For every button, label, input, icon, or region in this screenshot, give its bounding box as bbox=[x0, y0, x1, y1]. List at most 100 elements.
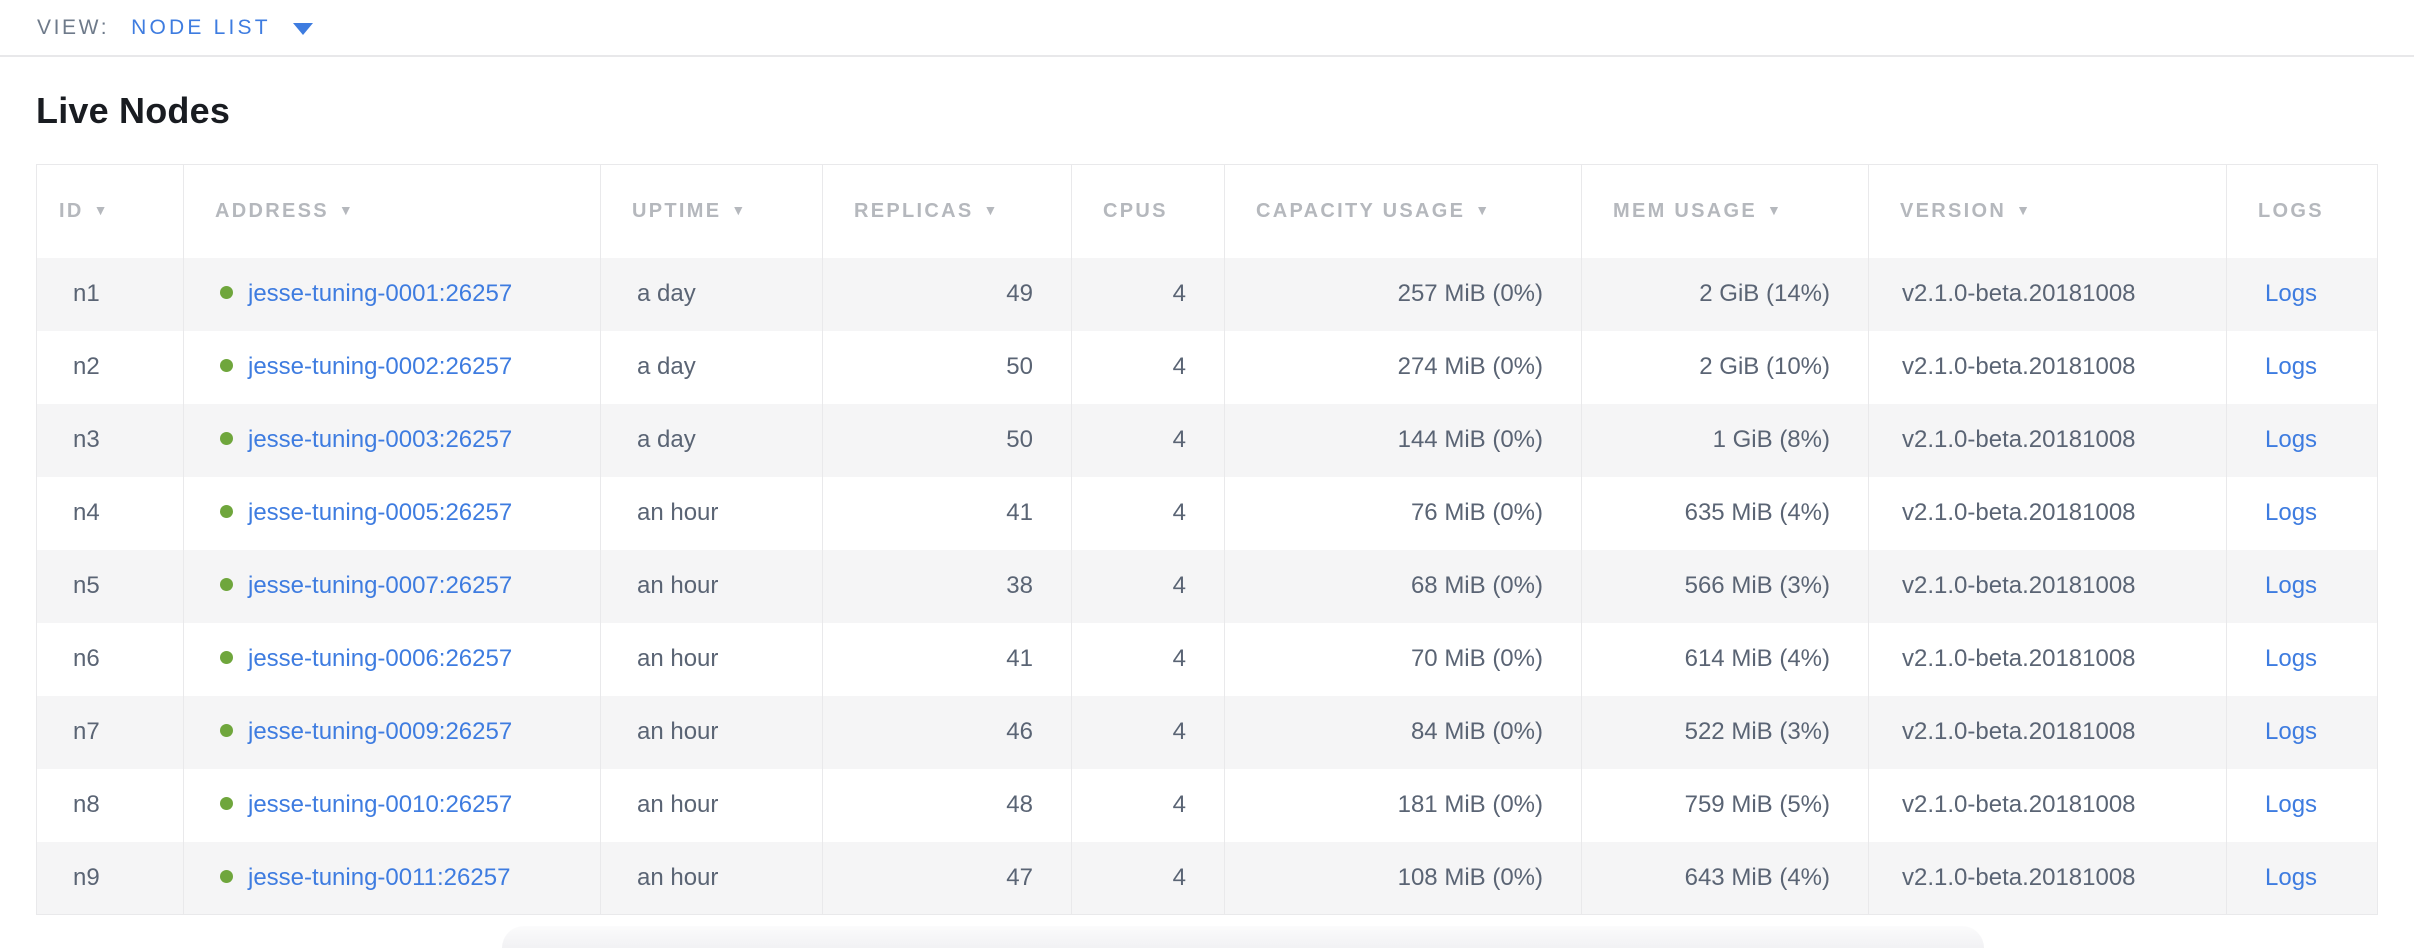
node-address-cell: jesse-tuning-0007:26257 bbox=[183, 549, 601, 623]
id-cell: n2 bbox=[73, 353, 100, 380]
node-live-status-icon bbox=[220, 869, 233, 883]
uptime-cell: a day bbox=[600, 257, 823, 331]
replicas-cell: 38 bbox=[822, 549, 1072, 623]
column-header-version[interactable]: VERSION ▼ bbox=[1868, 164, 2227, 258]
replicas-cell: 41 bbox=[822, 622, 1072, 696]
node-address-link[interactable]: jesse-tuning-0007:26257 bbox=[248, 572, 513, 599]
table-row: n2 jesse-tuning-0002:26257 a day 50 4 274 MiB… bbox=[36, 330, 2378, 404]
replicas-cell: 49 bbox=[822, 257, 1072, 331]
id-cell: n5 bbox=[73, 572, 100, 599]
below-fold-element-shadow bbox=[502, 926, 1984, 948]
table-row: n6 jesse-tuning-0006:26257 an hour 41 4 70 Mi… bbox=[36, 622, 2378, 696]
node-logs-link[interactable]: Logs bbox=[2265, 280, 2318, 307]
node-address-cell: jesse-tuning-0010:26257 bbox=[183, 768, 601, 842]
capacity-cell: 274 MiB (0%) bbox=[1224, 330, 1582, 404]
node-logs-link[interactable]: Logs bbox=[2265, 426, 2318, 453]
mem-cell: 635 MiB (4%) bbox=[1581, 476, 1869, 550]
live-nodes-table: ID ▼ ADDRESS ▼ UPTIME ▼ REPLICAS ▼ CPUS CAPACITY … bbox=[36, 164, 2378, 915]
id-cell: n6 bbox=[73, 645, 100, 672]
logs-cell: Logs bbox=[2226, 768, 2378, 842]
mem-cell: 614 MiB (4%) bbox=[1581, 622, 1869, 696]
column-label: REPLICAS bbox=[854, 199, 974, 222]
column-header-id[interactable]: ID ▼ bbox=[36, 164, 184, 258]
node-address-link[interactable]: jesse-tuning-0002:26257 bbox=[248, 353, 513, 380]
mem-cell: 759 MiB (5%) bbox=[1581, 768, 1869, 842]
mem-cell: 566 MiB (3%) bbox=[1581, 549, 1869, 623]
replicas-cell: 46 bbox=[822, 695, 1072, 769]
column-label: ADDRESS bbox=[215, 199, 329, 222]
column-header-capacity[interactable]: CAPACITY USAGE ▼ bbox=[1224, 164, 1582, 258]
node-address-link[interactable]: jesse-tuning-0005:26257 bbox=[248, 499, 513, 526]
cpus-cell: 4 bbox=[1071, 257, 1225, 331]
node-live-status-icon bbox=[220, 432, 233, 446]
node-address-link[interactable]: jesse-tuning-0009:26257 bbox=[248, 718, 513, 745]
column-label: CAPACITY USAGE bbox=[1256, 199, 1466, 222]
node-address-link[interactable]: jesse-tuning-0011:26257 bbox=[248, 863, 511, 891]
column-label: ID bbox=[59, 199, 84, 222]
node-address-cell: jesse-tuning-0003:26257 bbox=[183, 403, 601, 477]
logs-cell: Logs bbox=[2226, 695, 2378, 769]
id-cell: n4 bbox=[73, 499, 100, 526]
node-logs-link[interactable]: Logs bbox=[2265, 791, 2318, 818]
node-address-cell: jesse-tuning-0011:26257 bbox=[183, 841, 601, 915]
id-cell: n9 bbox=[73, 863, 100, 891]
node-live-status-icon bbox=[220, 797, 233, 811]
mem-cell: 2 GiB (10%) bbox=[1581, 330, 1869, 404]
node-logs-link[interactable]: Logs bbox=[2265, 718, 2318, 745]
sort-desc-icon: ▼ bbox=[983, 201, 998, 218]
logs-cell: Logs bbox=[2226, 841, 2378, 915]
node-address-link[interactable]: jesse-tuning-0010:26257 bbox=[248, 791, 513, 818]
sort-desc-icon: ▼ bbox=[731, 201, 746, 218]
logs-cell: Logs bbox=[2226, 549, 2378, 623]
mem-cell: 522 MiB (3%) bbox=[1581, 695, 1869, 769]
column-header-uptime[interactable]: UPTIME ▼ bbox=[600, 164, 823, 258]
column-header-mem[interactable]: MEM USAGE ▼ bbox=[1581, 164, 1869, 258]
node-address-cell: jesse-tuning-0006:26257 bbox=[183, 622, 601, 696]
node-logs-link[interactable]: Logs bbox=[2265, 499, 2318, 526]
cpus-cell: 4 bbox=[1071, 476, 1225, 550]
capacity-cell: 76 MiB (0%) bbox=[1224, 476, 1582, 550]
view-bar: VIEW: NODE LIST bbox=[0, 0, 2414, 57]
table-row: n1 jesse-tuning-0001:26257 a day 49 4 257 MiB… bbox=[36, 257, 2378, 331]
node-address-link[interactable]: jesse-tuning-0001:26257 bbox=[248, 280, 513, 307]
column-header-replicas[interactable]: REPLICAS ▼ bbox=[822, 164, 1072, 258]
version-cell: v2.1.0-beta.20181008 bbox=[1868, 476, 2227, 550]
node-logs-link[interactable]: Logs bbox=[2265, 353, 2318, 380]
column-header-logs: LOGS bbox=[2226, 164, 2378, 258]
sort-desc-icon: ▼ bbox=[338, 201, 353, 218]
view-selector-dropdown[interactable]: NODE LIST bbox=[131, 16, 313, 40]
cpus-cell: 4 bbox=[1071, 768, 1225, 842]
uptime-cell: an hour bbox=[600, 622, 823, 696]
uptime-cell: an hour bbox=[600, 841, 823, 915]
capacity-cell: 108 MiB (0%) bbox=[1224, 841, 1582, 915]
replicas-cell: 48 bbox=[822, 768, 1072, 842]
node-live-status-icon bbox=[220, 359, 233, 373]
cpus-cell: 4 bbox=[1071, 330, 1225, 404]
cpus-cell: 4 bbox=[1071, 622, 1225, 696]
node-address-link[interactable]: jesse-tuning-0006:26257 bbox=[248, 645, 513, 672]
capacity-cell: 84 MiB (0%) bbox=[1224, 695, 1582, 769]
node-live-status-icon bbox=[220, 651, 233, 665]
mem-cell: 1 GiB (8%) bbox=[1581, 403, 1869, 477]
uptime-cell: an hour bbox=[600, 476, 823, 550]
node-logs-link[interactable]: Logs bbox=[2265, 572, 2318, 599]
version-cell: v2.1.0-beta.20181008 bbox=[1868, 768, 2227, 842]
view-selected-value: NODE LIST bbox=[131, 15, 271, 39]
node-address-link[interactable]: jesse-tuning-0003:26257 bbox=[248, 426, 513, 453]
node-logs-link[interactable]: Logs bbox=[2265, 645, 2318, 672]
logs-cell: Logs bbox=[2226, 476, 2378, 550]
node-live-status-icon bbox=[220, 724, 233, 738]
replicas-cell: 50 bbox=[822, 330, 1072, 404]
sort-desc-icon: ▼ bbox=[2016, 201, 2030, 218]
node-logs-link[interactable]: Logs bbox=[2265, 863, 2318, 891]
column-label: CPUS bbox=[1103, 199, 1168, 222]
column-header-address[interactable]: ADDRESS ▼ bbox=[183, 164, 601, 258]
node-live-status-icon bbox=[220, 286, 233, 300]
logs-cell: Logs bbox=[2226, 403, 2378, 477]
logs-cell: Logs bbox=[2226, 330, 2378, 404]
table-row: n9 jesse-tuning-0011:26257 an hour 47 4 108 M… bbox=[36, 841, 2378, 915]
column-label: MEM USAGE bbox=[1613, 199, 1758, 222]
replicas-cell: 50 bbox=[822, 403, 1072, 477]
page-title: Live Nodes bbox=[36, 90, 231, 131]
